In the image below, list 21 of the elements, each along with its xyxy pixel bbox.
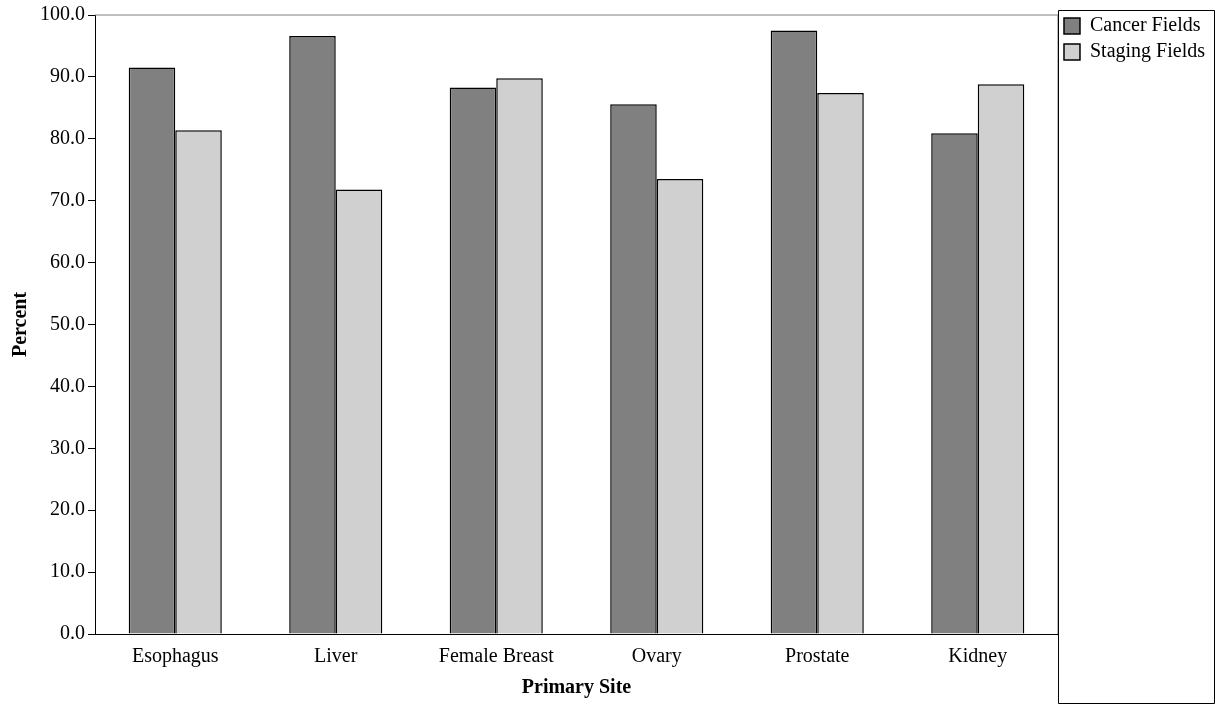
x-tick-label: Kidney: [948, 644, 1008, 668]
y-tick-label: 80.0: [50, 126, 85, 149]
y-tick-label: 50.0: [50, 311, 85, 334]
y-tick-label: 30.0: [50, 435, 85, 458]
y-tick-label: 0.0: [60, 621, 85, 644]
y-tick-label: 70.0: [50, 187, 85, 210]
y-axis-title: Percent: [8, 291, 31, 358]
x-tick-label: Ovary: [631, 644, 682, 668]
legend-label: Cancer Fields: [1089, 13, 1201, 36]
legend-label: Staging Fields: [1089, 39, 1206, 63]
y-tick-label: 90.0: [50, 64, 85, 87]
y-tick-label: 20.0: [50, 497, 85, 520]
x-tick-label: Female Breast: [438, 644, 555, 667]
x-tick-label: Esophagus: [131, 644, 219, 668]
x-axis-title: Primary Site: [521, 675, 632, 699]
y-tick-label: 100.0: [40, 2, 85, 25]
x-tick-label: Liver: [314, 644, 358, 667]
y-tick-label: 60.0: [50, 249, 85, 272]
y-tick-label: 40.0: [50, 373, 85, 396]
x-tick-label: Prostate: [785, 644, 850, 667]
y-tick-label: 10.0: [50, 559, 85, 582]
